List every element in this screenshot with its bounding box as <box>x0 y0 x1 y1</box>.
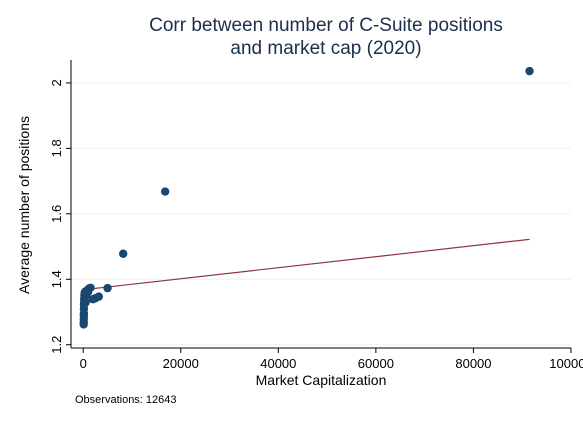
data-point <box>94 292 104 301</box>
x-tick-label: 0 <box>80 356 87 371</box>
text-layer: Corr between number of C-Suite positions… <box>16 15 503 406</box>
data-point <box>86 283 95 292</box>
x-tick-label: 60000 <box>358 356 394 371</box>
chart-title-line-2: and market cap (2020) <box>230 38 421 59</box>
x-axis-title: Market Capitalization <box>256 372 387 388</box>
x-tick-label: 20000 <box>163 356 199 371</box>
y-tick-label: 1.4 <box>49 270 64 288</box>
y-tick-label: 1.8 <box>49 139 64 157</box>
y-tick-label: 2 <box>49 79 64 86</box>
y-tick-label: 1.6 <box>49 205 64 223</box>
data-point <box>525 66 534 76</box>
grid-layer <box>71 82 571 346</box>
data-point <box>118 249 128 258</box>
fit-line-layer <box>83 238 530 291</box>
x-tick-label: 80000 <box>455 356 491 371</box>
data-point <box>160 187 170 196</box>
axis-layer: 1.2 1.4 1.6 1.8 2 0 20000 40000 60000 80000 100000 <box>49 60 583 371</box>
data-point <box>81 298 90 307</box>
chart-title-line-1: Corr between number of C-Suite positions <box>149 15 503 36</box>
observations-note: Observations: 12643 <box>75 394 177 406</box>
y-axis-title: Average number of positions <box>16 116 32 294</box>
points-layer <box>79 66 534 329</box>
x-tick-label: 40000 <box>260 356 296 371</box>
data-point <box>103 283 112 293</box>
fit-line <box>83 238 530 291</box>
x-tick-label: 100000 <box>549 356 583 371</box>
y-tick-label: 1.2 <box>49 336 64 354</box>
